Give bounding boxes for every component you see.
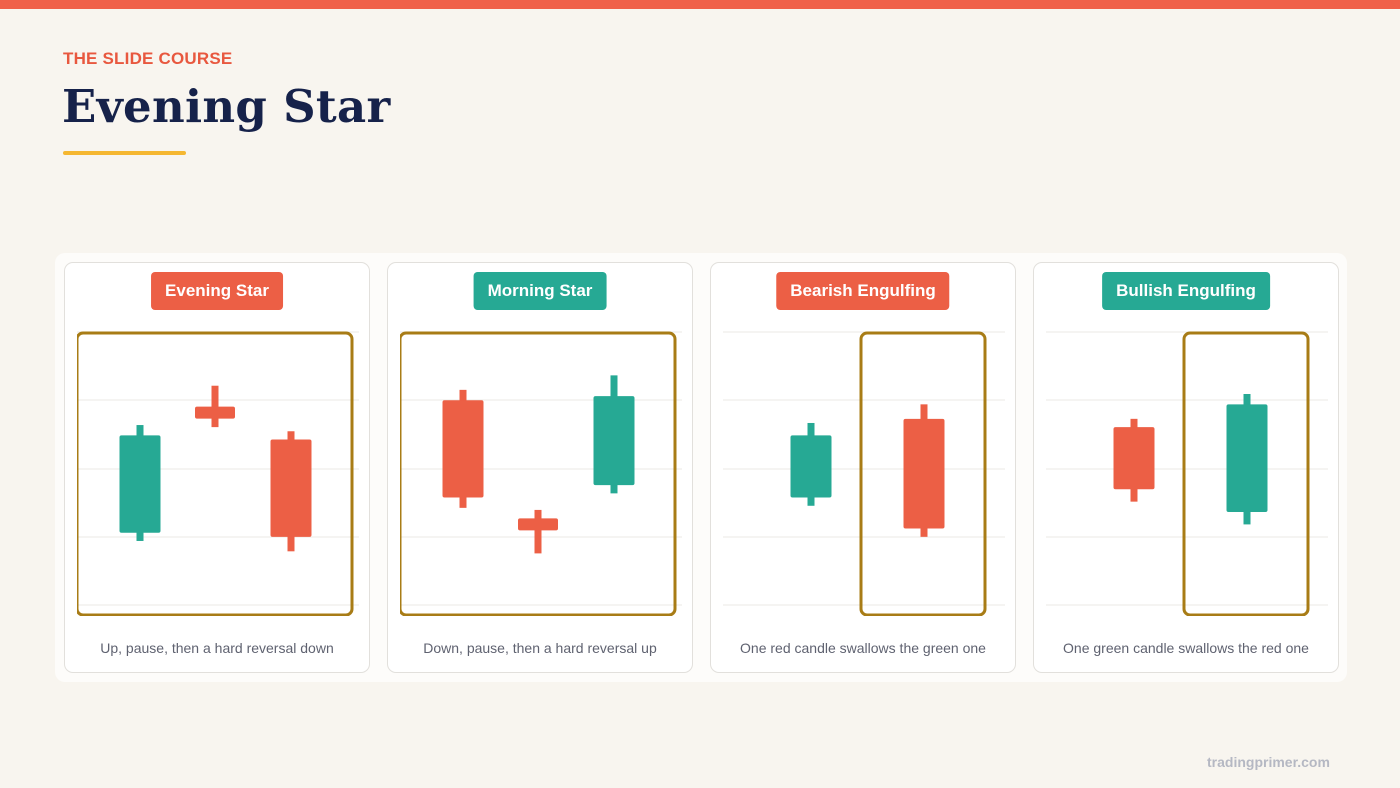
pattern-badge: Morning Star (473, 272, 607, 310)
candlestick-chart (723, 331, 1005, 616)
candle-body (903, 418, 945, 529)
pattern-badge: Bullish Engulfing (1102, 272, 1270, 310)
pattern-highlight-box (400, 331, 677, 616)
course-label: THE SLIDE COURSE (63, 49, 233, 68)
candle-wick (534, 509, 542, 554)
pattern-card-bearish-engulfing: Bearish Engulfing One red candle swallow… (710, 262, 1016, 673)
doji-body (195, 406, 235, 419)
pattern-caption: Up, pause, then a hard reversal down (100, 640, 334, 656)
candle-body (270, 439, 312, 537)
title-underline (63, 151, 186, 155)
pattern-badge: Bearish Engulfing (776, 272, 950, 310)
page-title: Evening Star (62, 80, 391, 133)
candle-body (790, 435, 832, 498)
candle-body (442, 400, 484, 498)
pattern-badge: Evening Star (151, 272, 283, 310)
pattern-card-morning-star: Morning Star Down, pause, then a hard re… (387, 262, 693, 673)
site-footer: tradingprimer.com (1207, 754, 1330, 770)
pattern-caption: One red candle swallows the green one (740, 640, 986, 656)
pattern-highlight-box (1182, 331, 1310, 616)
candle-body (1226, 404, 1268, 512)
candle-body (593, 396, 635, 486)
candlestick-chart (400, 331, 682, 616)
pattern-caption: Down, pause, then a hard reversal up (423, 640, 657, 656)
top-accent-bar (0, 0, 1400, 9)
candlestick-chart (1046, 331, 1328, 616)
candle-body (1113, 427, 1155, 490)
pattern-caption: One green candle swallows the red one (1063, 640, 1309, 656)
candle-body (119, 435, 161, 533)
pattern-highlight-box (859, 331, 987, 616)
pattern-card-evening-star: Evening Star Up, pause, then a hard reve… (64, 262, 370, 673)
pattern-highlight-box (77, 331, 354, 616)
pattern-card-bullish-engulfing: Bullish Engulfing One green candle swall… (1033, 262, 1339, 673)
doji-body (518, 518, 558, 531)
candlestick-chart (77, 331, 359, 616)
candle-wick (211, 385, 219, 428)
